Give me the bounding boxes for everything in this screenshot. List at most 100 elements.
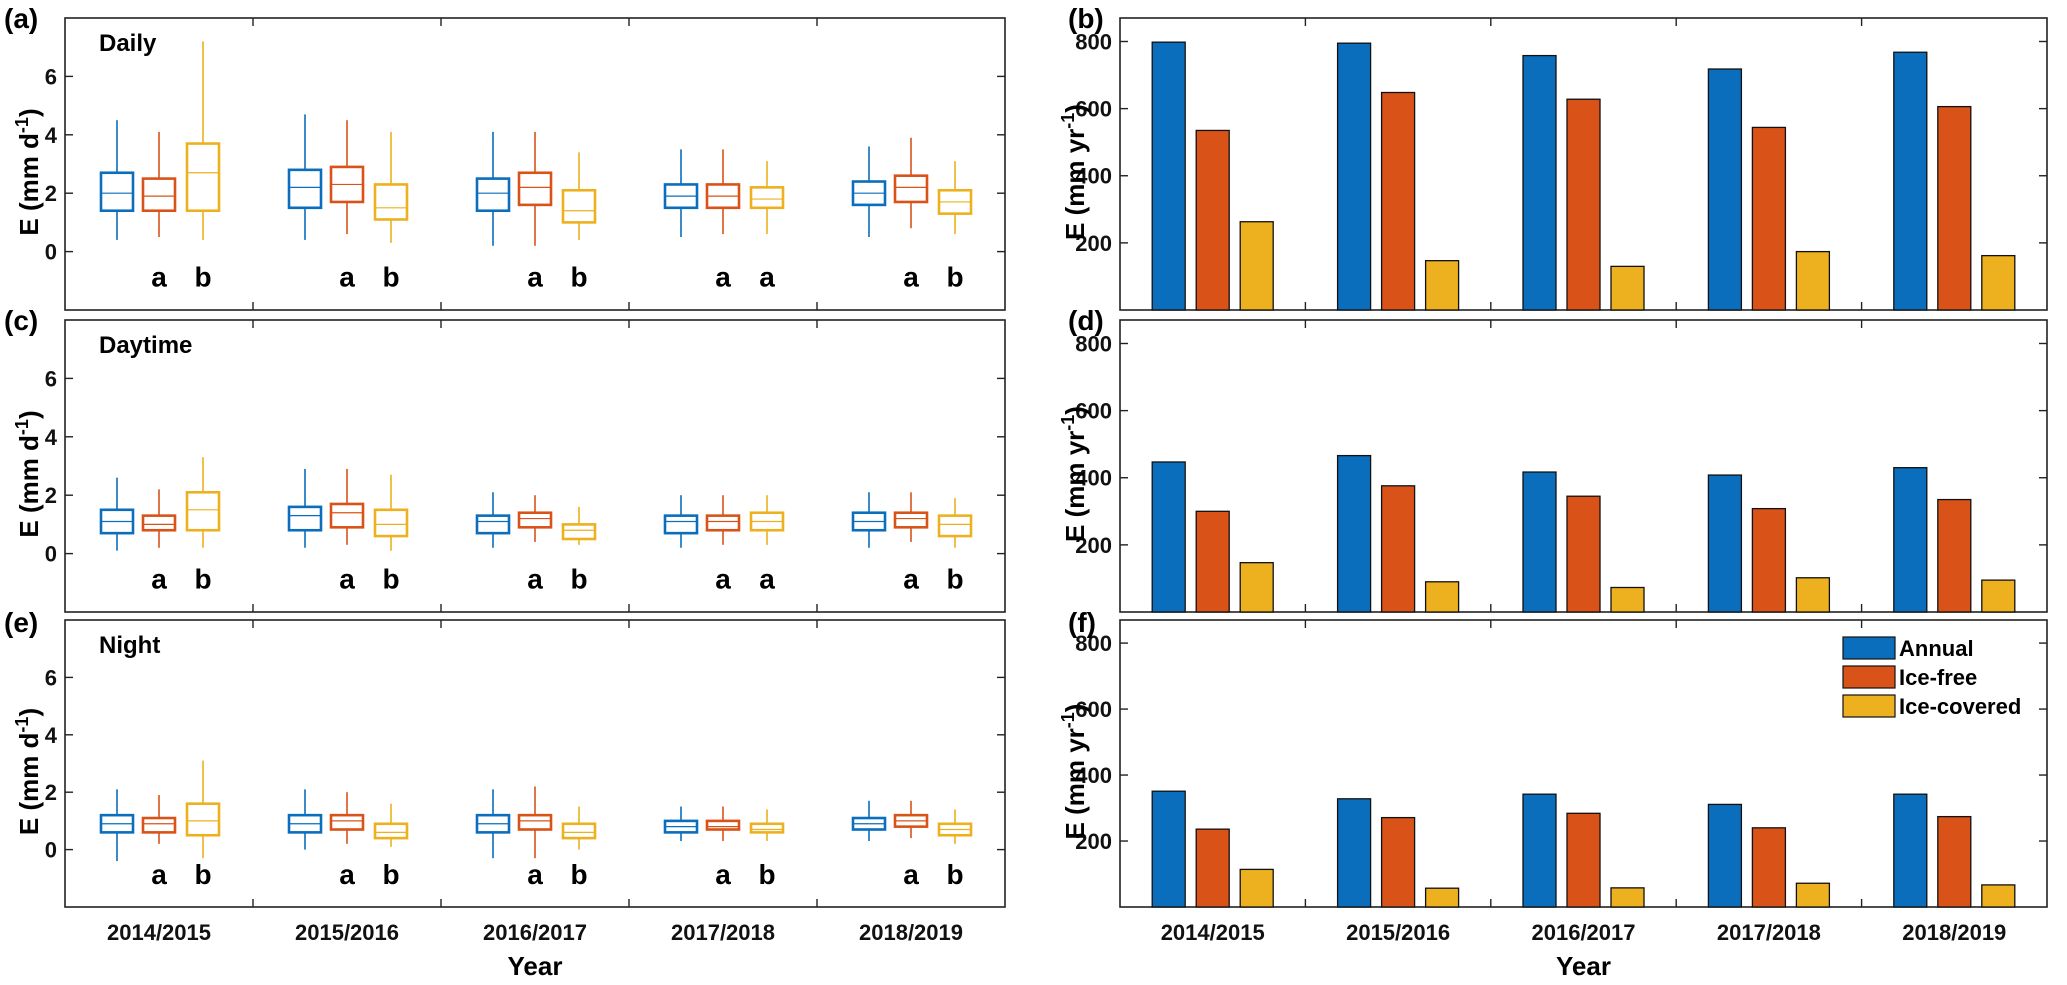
box-iqr <box>99 171 135 213</box>
bar-icecovered-4 <box>1981 579 2016 613</box>
axes-frame <box>64 319 1006 613</box>
box-icecovered-2 <box>561 506 597 545</box>
box-annual-0 <box>99 477 135 551</box>
bar-icecovered-1 <box>1424 260 1460 311</box>
box-annual-1 <box>287 114 323 240</box>
y-axis-label: E (mm d-1) <box>12 108 44 235</box>
x-tick-label: 2017/2018 <box>671 920 775 945</box>
significance-label: b <box>946 563 963 594</box>
bar-icecovered-0 <box>1239 562 1274 613</box>
bar-annual-3 <box>1707 474 1743 613</box>
box-iqr <box>373 822 409 840</box>
significance-label: b <box>946 261 963 292</box>
panel-letter: (c) <box>4 305 38 336</box>
significance-label: a <box>759 563 775 594</box>
y-tick-label: 4 <box>45 723 58 748</box>
box-icefree-4 <box>893 800 929 839</box>
y-tick-label: 600 <box>1075 97 1112 122</box>
significance-label: a <box>527 859 543 890</box>
box-icefree-3 <box>705 806 741 841</box>
bar-icefree-3 <box>1751 827 1787 908</box>
x-tick-label: 2015/2016 <box>1346 920 1450 945</box>
y-tick-label: 4 <box>45 425 58 450</box>
significance-label: a <box>903 563 919 594</box>
significance-label: a <box>527 261 543 292</box>
y-tick-label: 200 <box>1075 533 1112 558</box>
box-iqr <box>185 802 221 837</box>
significance-label: a <box>339 261 355 292</box>
box-iqr <box>705 819 741 831</box>
legend-label-icefree: Ice-free <box>1899 665 1977 690</box>
bar-annual-4 <box>1893 793 1928 908</box>
bar-icecovered-4 <box>1981 884 2016 908</box>
panel-title: Daytime <box>99 332 192 359</box>
bar-annual-1 <box>1336 454 1372 613</box>
x-tick-label: 2018/2019 <box>859 920 963 945</box>
significance-label: b <box>758 859 775 890</box>
bar-icefree-1 <box>1380 816 1416 908</box>
bar-icecovered-0 <box>1239 221 1274 311</box>
box-annual-3 <box>663 149 699 237</box>
y-tick-label: 0 <box>45 240 57 265</box>
panel-e: 0 2 4 6 2014/2015 2015/2016 2016/2017 2017/2018… <box>4 607 1006 981</box>
box-icefree-1 <box>329 120 365 235</box>
significance-label: a <box>339 859 355 890</box>
bar-annual-3 <box>1707 803 1743 908</box>
y-tick-label: 600 <box>1075 399 1112 424</box>
box-icecovered-3 <box>749 809 785 841</box>
significance-label: b <box>194 261 211 292</box>
box-icecovered-0 <box>185 457 221 548</box>
panel-title: Daily <box>99 30 157 57</box>
y-tick-label: 400 <box>1075 466 1112 491</box>
box-annual-4 <box>851 800 887 841</box>
bar-annual-4 <box>1893 467 1928 613</box>
box-iqr <box>185 490 221 532</box>
box-iqr <box>705 514 741 532</box>
legend-swatch-icefree <box>1842 665 1896 689</box>
box-iqr <box>561 822 597 840</box>
bar-annual-4 <box>1893 51 1928 311</box>
box-icefree-1 <box>329 792 365 844</box>
y-tick-label: 400 <box>1075 763 1112 788</box>
bar-annual-0 <box>1151 461 1186 613</box>
bar-icecovered-1 <box>1424 581 1460 613</box>
box-icecovered-4 <box>937 809 973 844</box>
y-tick-label: 6 <box>45 366 57 391</box>
bar-annual-2 <box>1522 471 1557 613</box>
y-tick-label: 0 <box>45 838 57 863</box>
box-iqr <box>475 514 511 535</box>
y-tick-label: 2 <box>45 780 57 805</box>
box-icecovered-1 <box>373 131 409 243</box>
box-iqr <box>141 816 177 834</box>
panel-letter: (b) <box>1068 3 1104 34</box>
x-axis-label: Year <box>1556 951 1611 981</box>
box-icecovered-4 <box>937 161 973 235</box>
box-annual-3 <box>663 495 699 548</box>
significance-label: a <box>903 261 919 292</box>
significance-label: b <box>194 563 211 594</box>
panel-letter: (a) <box>4 3 38 34</box>
axes-frame <box>64 619 1006 908</box>
bar-annual-1 <box>1336 42 1372 311</box>
x-tick-label: 2014/2015 <box>1161 920 1265 945</box>
x-tick-label: 2015/2016 <box>295 920 399 945</box>
box-icefree-3 <box>705 495 741 545</box>
box-annual-1 <box>287 789 323 850</box>
box-iqr <box>893 174 929 204</box>
box-annual-0 <box>99 120 135 240</box>
box-annual-4 <box>851 492 887 548</box>
significance-label: b <box>382 261 399 292</box>
box-iqr <box>517 511 553 529</box>
box-iqr <box>373 508 409 538</box>
bar-icecovered-4 <box>1981 254 2016 311</box>
significance-label: a <box>151 563 167 594</box>
bar-icecovered-3 <box>1795 882 1831 908</box>
box-iqr <box>185 142 221 213</box>
y-tick-label: 2 <box>45 483 57 508</box>
legend-swatch-icecovered <box>1842 694 1896 718</box>
significance-label: a <box>715 261 731 292</box>
y-tick-label: 2 <box>45 181 57 206</box>
x-tick-label: 2017/2018 <box>1717 920 1821 945</box>
y-tick-label: 800 <box>1075 331 1112 356</box>
